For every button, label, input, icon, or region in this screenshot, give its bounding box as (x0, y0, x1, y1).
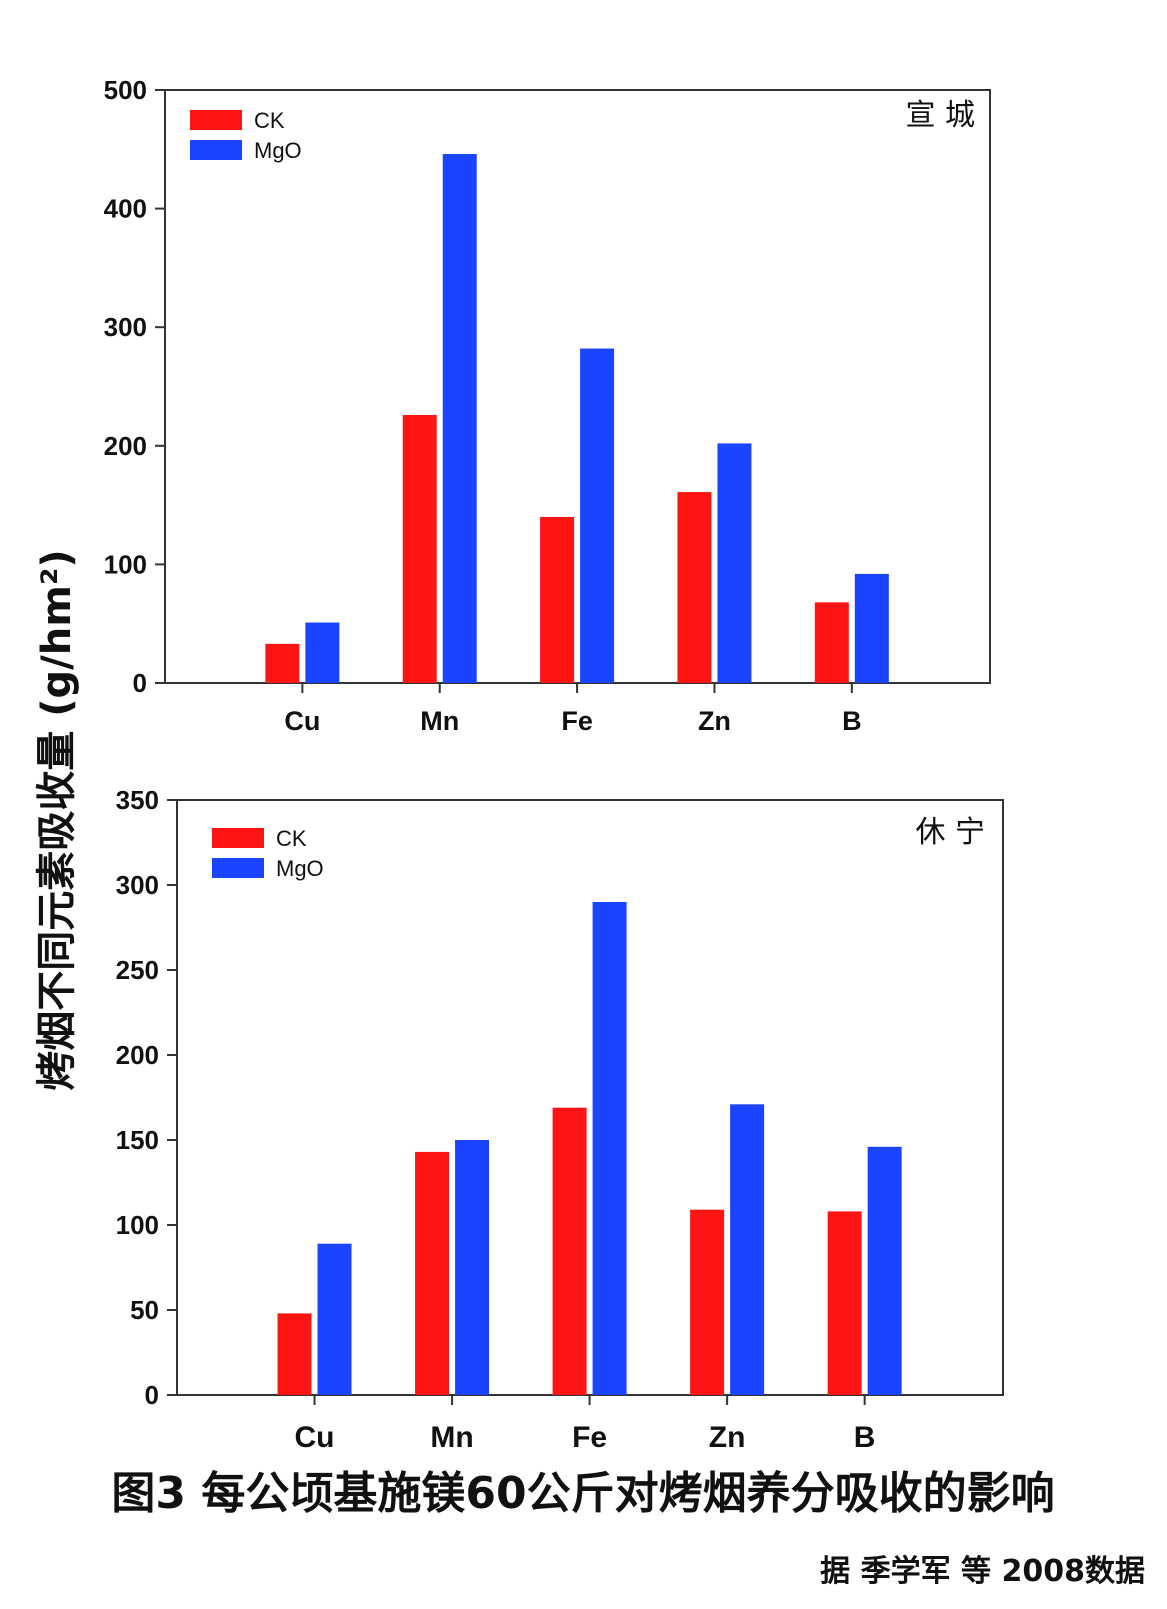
x-tick-label-mn: Mn (430, 1421, 473, 1454)
legend-swatch-ck (190, 110, 242, 130)
y-tick-label: 400 (104, 194, 147, 224)
y-tick-label: 350 (116, 785, 159, 815)
y-tick-label: 200 (104, 431, 147, 461)
legend-swatch-mgo (190, 140, 242, 160)
x-tick-label-cu: Cu (284, 706, 320, 736)
chart-xiuning: 0 50 100 150 200 250 300 350 Cu Mn Fe Zn B CK MgO 休 宁 (116, 785, 1004, 1454)
legend-label-ck: CK (276, 826, 307, 851)
bar-mgo-mn (455, 1140, 490, 1395)
bar-mgo-cu (305, 622, 340, 683)
figure-source: 据 季学军 等 2008数据 (820, 1554, 1145, 1589)
bar-ck-mn (402, 414, 437, 683)
legend-label-mgo: MgO (254, 138, 302, 163)
site-label: 宣 城 (905, 98, 975, 133)
bar-mgo-fe (592, 902, 627, 1395)
bar-ck-b (814, 602, 849, 683)
bar-mgo-cu (317, 1243, 352, 1395)
x-tick-label-cu: Cu (295, 1421, 335, 1454)
bar-ck-b (827, 1211, 862, 1395)
bar-ck-cu (265, 643, 300, 683)
bar-mgo-b (854, 573, 889, 683)
bar-mgo-b (867, 1146, 902, 1395)
figure-caption: 图3 每公顷基施镁60公斤对烤烟养分吸收的影响 (111, 1468, 1054, 1519)
bar-mgo-mn (442, 154, 477, 683)
x-tick-label-b: B (842, 706, 862, 736)
bar-mgo-zn (730, 1104, 765, 1395)
y-tick-label: 300 (104, 312, 147, 342)
x-tick-label-mn: Mn (420, 706, 459, 736)
y-tick-label: 500 (104, 75, 147, 105)
legend-swatch-ck (212, 828, 264, 848)
bar-ck-fe (540, 516, 575, 683)
legend-swatch-mgo (212, 858, 264, 878)
y-tick-label: 50 (130, 1295, 159, 1325)
y-tick-label: 250 (116, 955, 159, 985)
x-tick-label-fe: Fe (572, 1421, 607, 1454)
y-tick-label: 200 (116, 1040, 159, 1070)
site-label: 休 宁 (915, 815, 985, 850)
bar-ck-zn (677, 492, 712, 683)
legend-label-ck: CK (254, 108, 285, 133)
bar-mgo-zn (717, 443, 752, 683)
y-tick-label: 300 (116, 870, 159, 900)
x-tick-label-zn: Zn (698, 706, 731, 736)
x-tick-label-fe: Fe (561, 706, 593, 736)
y-tick-label: 100 (116, 1210, 159, 1240)
bar-ck-cu (277, 1313, 312, 1395)
x-tick-label-b: B (854, 1421, 876, 1454)
bar-mgo-fe (580, 348, 615, 683)
bar-ck-mn (415, 1151, 450, 1395)
bar-ck-zn (690, 1209, 725, 1395)
x-tick-label-zn: Zn (709, 1421, 746, 1454)
y-tick-label: 0 (145, 1380, 159, 1410)
bar-ck-fe (552, 1107, 587, 1395)
y-tick-label: 150 (116, 1125, 159, 1155)
chart-xuancheng: 0 100 200 300 400 500 Cu Mn Fe Zn B CK MgO 宣 城 (104, 75, 991, 736)
y-tick-label: 100 (104, 549, 147, 579)
y-tick-label: 0 (133, 668, 147, 698)
y-axis-label: 烤烟不同元素吸收量 (g/hm²) (34, 549, 80, 1090)
legend-label-mgo: MgO (276, 856, 324, 881)
